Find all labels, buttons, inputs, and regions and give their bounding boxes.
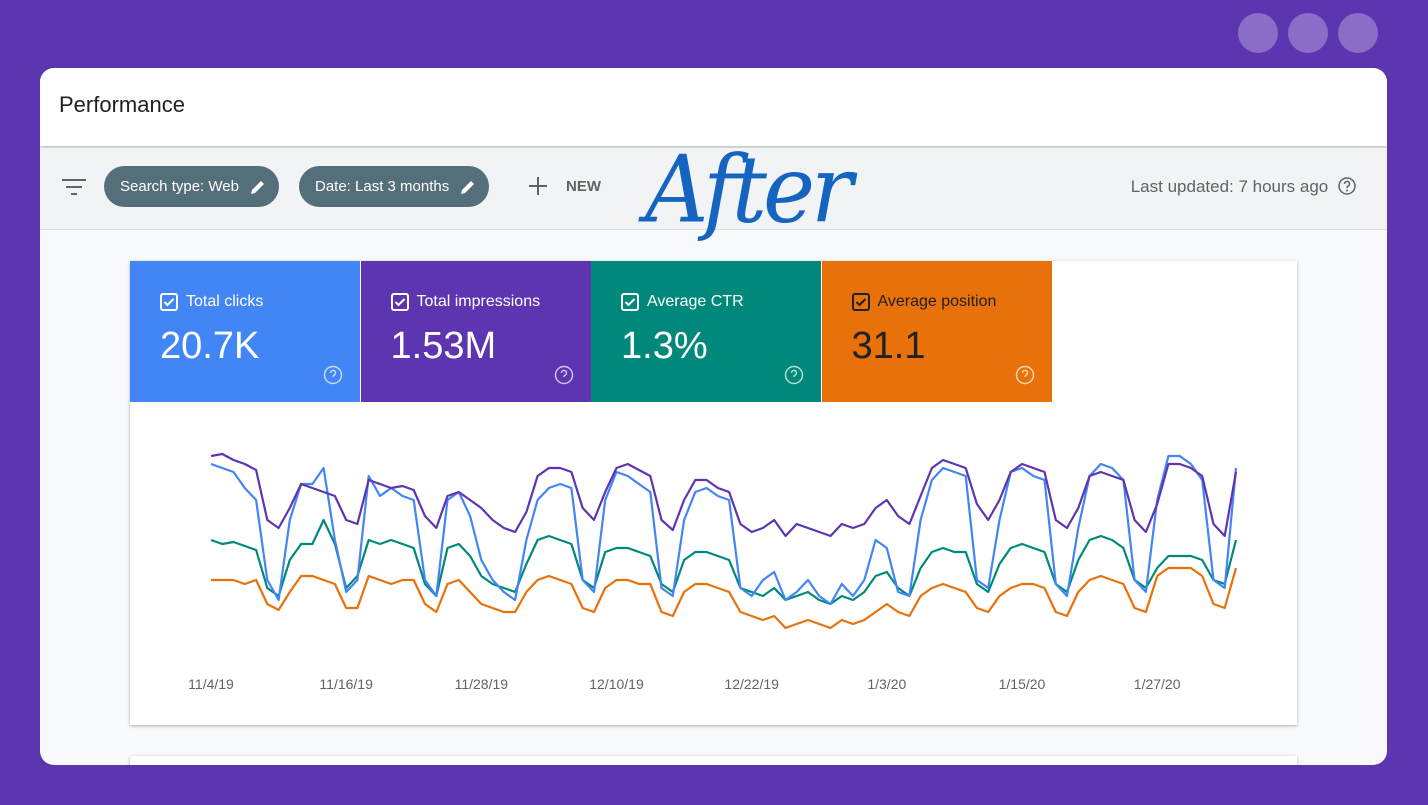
help-mark [560, 369, 567, 378]
help-circle [323, 365, 343, 385]
help-circle [1015, 365, 1034, 385]
new-button[interactable]: NEW [526, 166, 601, 207]
series-line [210, 518, 1238, 606]
metric-tile[interactable]: Total impressions 1.53M [360, 261, 591, 402]
checkbox-check [624, 298, 636, 307]
checkbox-box [390, 293, 409, 311]
x-tick-label: 11/4/19 [188, 676, 234, 692]
handwritten-annotation: After [645, 135, 853, 244]
metric-label: Average position [877, 293, 997, 310]
help-icon [554, 365, 573, 385]
metric-label: Total clicks [186, 293, 264, 310]
help-mark [790, 369, 798, 378]
chip-label: Search type: Web [120, 178, 239, 195]
x-tick-label: 12/10/19 [589, 676, 644, 692]
metric-value: 1.3% [621, 325, 708, 367]
filter-chip[interactable]: Date: Last 3 months [299, 166, 490, 207]
page-title: Performance [59, 92, 185, 117]
series-line [210, 452, 1238, 538]
metric-tile[interactable]: Average CTR 1.3% [591, 261, 821, 402]
metric-value: 31.1 [851, 325, 926, 367]
metric-label: Total impressions [416, 293, 541, 310]
help-mark [329, 369, 337, 378]
checkbox-icon [621, 293, 639, 311]
help-icon[interactable] [1337, 176, 1357, 196]
checkbox-check [855, 298, 866, 307]
help-icon [784, 365, 804, 385]
series-line [210, 454, 1238, 606]
chart: 11/4/19 11/16/19 11/28/19 12/10/19 12/22/19 1… [188, 452, 1238, 692]
metric-label: Average CTR [647, 293, 744, 310]
last-updated: Last updated: 7 hours ago [1131, 166, 1357, 207]
checkbox-icon [160, 293, 178, 311]
toolbar: Search type: Web Date: Last 3 months NEW… [40, 148, 1387, 230]
checkbox-check [394, 298, 405, 307]
table-card [130, 756, 1297, 765]
checkbox-icon [851, 293, 870, 311]
new-label: NEW [566, 178, 601, 195]
metric-value: 1.53M [390, 325, 497, 367]
checkbox-box [851, 293, 870, 311]
x-tick-label: 12/22/19 [724, 676, 779, 692]
help-icon [1015, 365, 1034, 385]
checkbox-check [163, 298, 175, 307]
help-icon [323, 365, 343, 385]
x-tick-label: 1/3/20 [867, 676, 906, 692]
checkbox-box [160, 293, 178, 311]
chip-label: Date: Last 3 months [315, 178, 450, 195]
x-tick-label: 1/15/20 [999, 676, 1046, 692]
filter-icon[interactable] [62, 178, 86, 196]
window-dot[interactable] [1288, 13, 1328, 53]
metric-tile[interactable]: Average position 31.1 [821, 261, 1052, 402]
header: Performance [40, 68, 1387, 146]
checkbox-box [621, 293, 639, 311]
help-circle [784, 365, 804, 385]
edit-icon [461, 181, 475, 194]
metric-tile[interactable]: Total clicks 20.7K [130, 261, 360, 402]
help-mark [1021, 369, 1028, 378]
last-updated-text: Last updated: 7 hours ago [1130, 177, 1329, 196]
edit-icon [250, 181, 264, 194]
metric-value: 20.7K [160, 325, 260, 367]
x-tick-label: 11/16/19 [319, 676, 373, 692]
plus-icon [529, 177, 547, 195]
series-line [211, 566, 1238, 630]
x-tick-label: 11/28/19 [455, 676, 509, 692]
x-tick-label: 1/27/20 [1134, 676, 1181, 692]
window-dot[interactable] [1238, 13, 1278, 53]
checkbox-icon [390, 293, 409, 311]
window-dot[interactable] [1338, 13, 1378, 53]
help-circle [554, 365, 573, 385]
filter-chip[interactable]: Search type: Web [104, 166, 279, 207]
